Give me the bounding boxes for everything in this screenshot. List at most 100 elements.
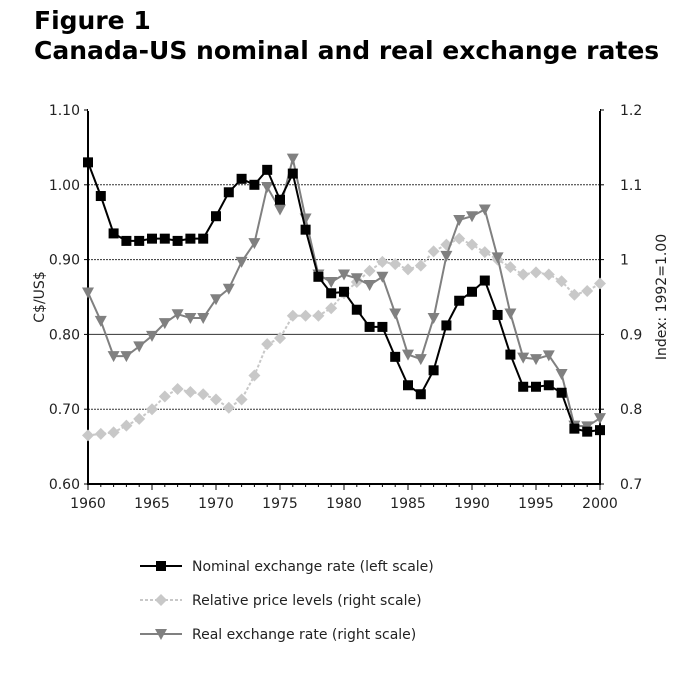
data-point (542, 268, 555, 281)
data-point (363, 264, 376, 277)
figure-heading: Canada-US nominal and real exchange rate… (34, 36, 660, 65)
data-point (261, 338, 274, 351)
data-point (376, 271, 389, 283)
figure-title: Figure 1 Canada-US nominal and real exch… (34, 6, 659, 66)
data-point (582, 426, 593, 437)
y2-tick-label: 0.7 (620, 477, 642, 493)
data-point (376, 255, 389, 268)
data-point (159, 233, 170, 244)
data-point (427, 312, 440, 324)
data-point (107, 351, 120, 363)
data-point (198, 233, 209, 244)
data-point (133, 412, 146, 425)
x-tick-label: 1960 (70, 496, 106, 512)
data-point (530, 354, 542, 366)
data-point (286, 309, 299, 322)
data-point (249, 179, 260, 190)
data-point (94, 315, 107, 327)
legend-label: Real exchange rate (right scale) (192, 627, 416, 643)
data-point (389, 308, 402, 320)
legend-item: Nominal exchange rate (left scale) (140, 559, 434, 575)
y2-tick-label: 0.8 (620, 402, 642, 418)
legend-marker (155, 594, 167, 606)
data-point (274, 204, 286, 216)
y-tick-label: 1.10 (49, 103, 80, 119)
data-point (414, 354, 427, 366)
data-point (415, 389, 426, 400)
data-point (517, 352, 530, 364)
data-point (440, 250, 453, 262)
x-tick-label: 1990 (454, 496, 490, 512)
data-point (146, 330, 158, 342)
data-point (171, 309, 184, 321)
data-point (286, 153, 299, 165)
data-point (325, 302, 338, 315)
y-tick-label: 0.80 (49, 327, 80, 343)
y2-tick-label: 1.1 (620, 178, 642, 194)
data-point (107, 426, 120, 439)
data-point (478, 204, 491, 216)
data-point (287, 168, 298, 179)
data-point (479, 275, 490, 286)
data-point (83, 157, 93, 168)
data-point (262, 164, 273, 175)
data-point (146, 403, 158, 416)
data-point (339, 286, 349, 297)
y-tick-label: 0.70 (49, 402, 80, 418)
x-tick-label: 1980 (326, 496, 362, 512)
data-point (390, 351, 401, 362)
data-point (120, 419, 133, 432)
legend-item: Relative price levels (right scale) (140, 593, 422, 609)
data-point (326, 288, 337, 299)
data-point (466, 211, 478, 223)
data-point (121, 235, 132, 246)
y-tick-label: 0.60 (49, 477, 80, 493)
legend-label: Nominal exchange rate (left scale) (192, 559, 434, 575)
data-point (82, 287, 94, 299)
legend-label: Relative price levels (right scale) (192, 593, 422, 609)
data-point (210, 294, 222, 306)
data-point (466, 238, 478, 251)
data-point (300, 224, 311, 235)
data-point (120, 351, 133, 363)
data-point (377, 321, 388, 332)
data-point (504, 308, 517, 320)
data-point (325, 277, 338, 289)
data-point (210, 393, 222, 406)
data-point (568, 288, 581, 301)
data-point (594, 413, 606, 425)
series-line (87, 237, 601, 437)
data-point (133, 341, 146, 353)
data-point (478, 246, 491, 259)
data-point (543, 380, 554, 391)
x-tick-label: 1965 (134, 496, 170, 512)
series-0 (83, 157, 605, 437)
data-point (581, 285, 594, 298)
data-point (504, 261, 517, 274)
data-point (274, 332, 286, 345)
data-point (235, 256, 248, 268)
y2-tick-label: 1 (620, 253, 629, 269)
data-point (363, 280, 376, 292)
data-point (158, 390, 171, 403)
data-point (518, 381, 529, 392)
data-point (211, 211, 221, 222)
data-point (467, 286, 477, 297)
data-point (197, 388, 210, 401)
data-point (542, 350, 555, 362)
data-point (185, 233, 196, 244)
data-point (275, 194, 285, 205)
x-tick-label: 2000 (582, 496, 618, 512)
data-point (428, 365, 439, 376)
y2-axis-label: Index: 1992=1.00 (654, 234, 670, 360)
data-point (594, 277, 606, 290)
data-point (454, 295, 465, 306)
legend-marker (156, 561, 166, 571)
data-point (453, 214, 466, 226)
data-point (555, 275, 568, 288)
data-point (235, 393, 248, 406)
data-point (505, 349, 516, 360)
data-point (351, 304, 362, 315)
x-tick-label: 1995 (518, 496, 554, 512)
data-point (556, 387, 567, 398)
